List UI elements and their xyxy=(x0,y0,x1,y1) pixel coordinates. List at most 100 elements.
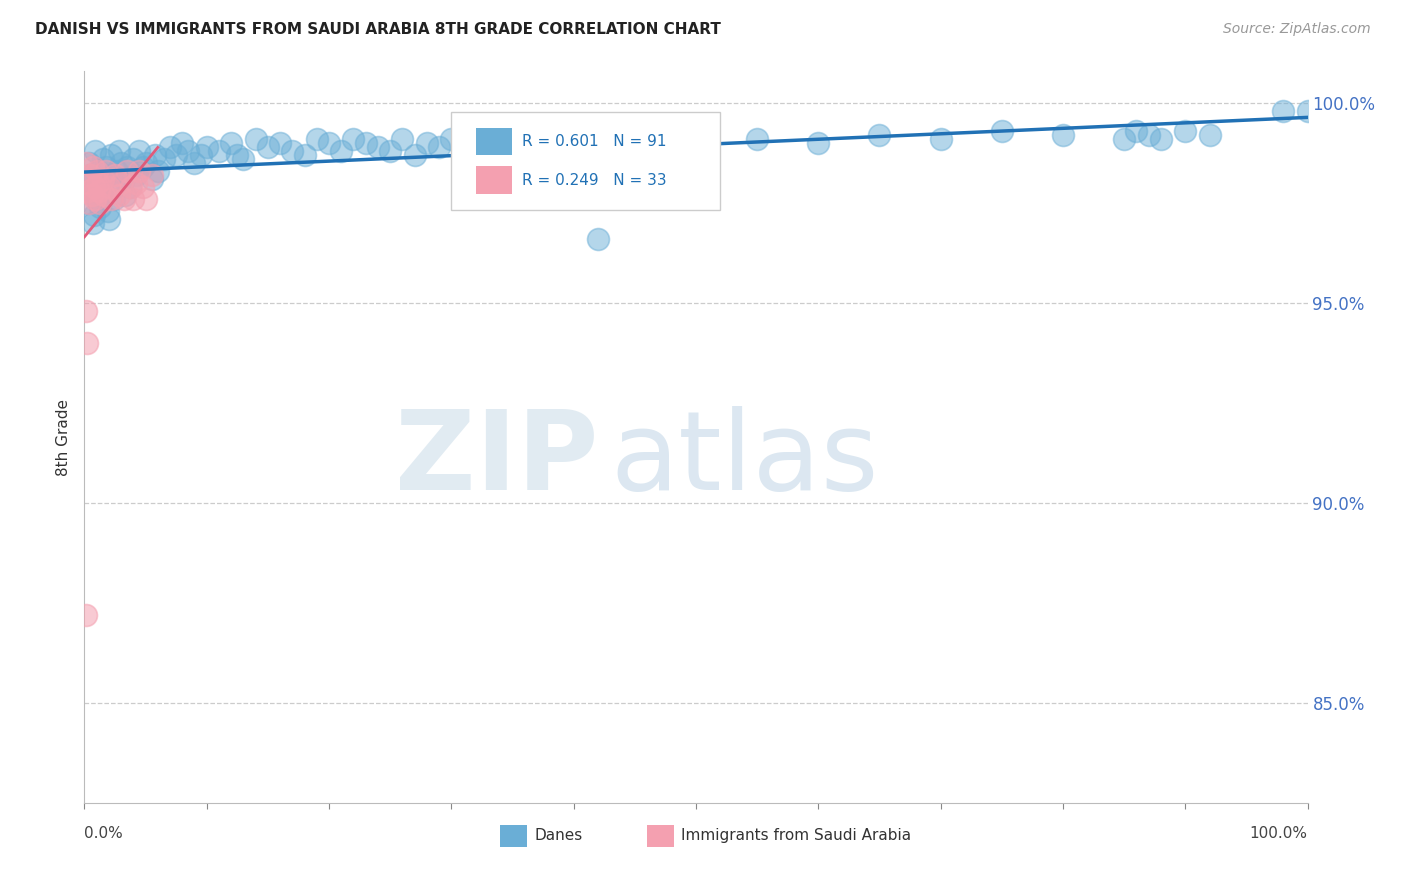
Point xyxy=(440,132,463,146)
Point xyxy=(86,192,108,206)
Point xyxy=(125,169,148,183)
Point xyxy=(84,145,107,159)
Point xyxy=(104,169,127,183)
Point xyxy=(91,153,114,167)
Text: ZIP: ZIP xyxy=(395,406,598,513)
Point xyxy=(219,136,242,151)
Point xyxy=(1150,132,1173,146)
Point xyxy=(177,145,200,159)
Point xyxy=(1052,128,1074,143)
Point xyxy=(477,136,499,151)
Text: Danes: Danes xyxy=(534,828,582,843)
Point xyxy=(75,607,97,622)
Text: R = 0.601   N = 91: R = 0.601 N = 91 xyxy=(522,134,666,149)
Point xyxy=(132,180,155,194)
Bar xyxy=(647,825,673,847)
Point xyxy=(94,188,117,202)
Point xyxy=(77,196,100,211)
Text: atlas: atlas xyxy=(610,406,879,513)
Point xyxy=(685,128,707,143)
Point xyxy=(489,140,512,154)
Point xyxy=(141,169,163,183)
Point xyxy=(190,148,212,162)
Text: Source: ZipAtlas.com: Source: ZipAtlas.com xyxy=(1223,22,1371,37)
Point xyxy=(77,196,100,211)
Point xyxy=(135,156,157,170)
Point xyxy=(87,164,110,178)
Point xyxy=(77,184,100,198)
Bar xyxy=(501,825,527,847)
Point xyxy=(100,148,122,162)
Point xyxy=(153,153,176,167)
Point xyxy=(132,161,155,175)
Point xyxy=(97,180,120,194)
Point xyxy=(1137,128,1160,143)
Point xyxy=(1198,128,1220,143)
Point xyxy=(87,180,110,194)
Point xyxy=(82,161,104,175)
Point xyxy=(146,164,169,178)
Point xyxy=(105,164,128,178)
Point xyxy=(112,172,135,186)
Point xyxy=(143,148,166,162)
Point xyxy=(110,176,132,190)
Point xyxy=(367,140,389,154)
Point xyxy=(281,145,304,159)
Point xyxy=(195,140,218,154)
Point xyxy=(83,180,105,194)
Point xyxy=(747,132,769,146)
Text: Immigrants from Saudi Arabia: Immigrants from Saudi Arabia xyxy=(682,828,911,843)
Point xyxy=(89,196,111,211)
Point xyxy=(84,192,107,206)
Point xyxy=(305,132,328,146)
Point xyxy=(101,169,124,183)
Point xyxy=(141,172,163,186)
Point xyxy=(183,156,205,170)
Point xyxy=(115,161,138,175)
Text: 0.0%: 0.0% xyxy=(84,826,124,841)
Point xyxy=(75,156,97,170)
Point xyxy=(83,208,105,222)
Point xyxy=(502,132,524,146)
Point xyxy=(107,188,129,202)
Point xyxy=(294,148,316,162)
Point xyxy=(112,192,135,206)
Point xyxy=(77,156,100,170)
Point xyxy=(342,132,364,146)
Point xyxy=(869,128,891,143)
Point xyxy=(122,153,145,167)
Point xyxy=(1272,104,1295,119)
Point xyxy=(624,136,647,151)
Point xyxy=(75,304,97,318)
Point xyxy=(1114,132,1136,146)
Point xyxy=(526,140,548,154)
Point xyxy=(114,188,136,202)
Point xyxy=(226,148,249,162)
Point xyxy=(513,136,536,151)
Point xyxy=(76,176,98,190)
Point xyxy=(76,176,98,190)
FancyBboxPatch shape xyxy=(451,112,720,211)
Point xyxy=(269,136,291,151)
Point xyxy=(80,188,103,202)
Point xyxy=(380,145,402,159)
Point xyxy=(232,153,254,167)
Point xyxy=(76,336,98,351)
Point xyxy=(550,132,572,146)
Point xyxy=(86,164,108,178)
Point xyxy=(91,172,114,186)
Point xyxy=(96,164,118,178)
Point xyxy=(79,169,101,183)
Point xyxy=(125,176,148,190)
Point xyxy=(97,212,120,227)
Point xyxy=(82,216,104,230)
Text: R = 0.249   N = 33: R = 0.249 N = 33 xyxy=(522,173,666,188)
Point xyxy=(172,136,194,151)
Point xyxy=(427,140,450,154)
Point xyxy=(354,136,377,151)
Bar xyxy=(475,128,513,155)
Point xyxy=(1296,104,1319,119)
Point xyxy=(79,169,101,183)
Point xyxy=(97,204,120,219)
Point xyxy=(96,161,118,175)
